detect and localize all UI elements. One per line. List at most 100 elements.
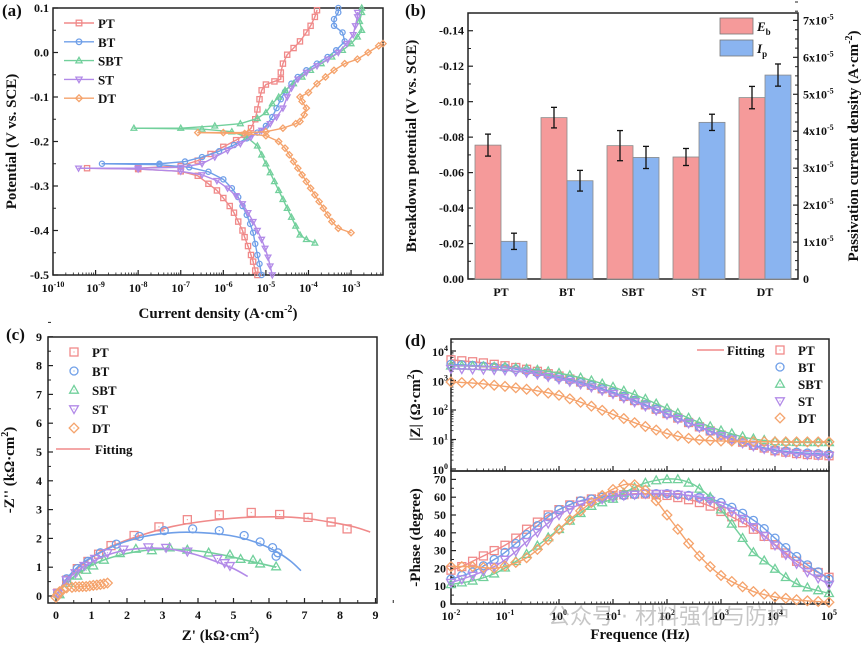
point-z-ST-dot bbox=[817, 454, 819, 456]
point-phase-SBT bbox=[758, 554, 770, 565]
legend: PT BT SBT ST DT bbox=[64, 16, 123, 106]
point-z-ST-dot bbox=[536, 373, 539, 375]
y-top-tick-label-exp: 0 bbox=[444, 462, 448, 471]
point-phase-DT-dot bbox=[655, 500, 657, 502]
legend-label-fitting: Fitting bbox=[727, 343, 765, 358]
point-SBT-dot bbox=[261, 154, 263, 156]
point-z-DT bbox=[747, 435, 760, 448]
y2-tick-label-exp: -5 bbox=[827, 197, 834, 206]
point-PT-dot bbox=[207, 183, 210, 185]
y2-tick-label: 6x10-5 bbox=[803, 49, 834, 64]
point-phase-DT bbox=[736, 581, 749, 593]
x-tick-label-base: 10 bbox=[86, 281, 98, 295]
point-DT bbox=[295, 117, 305, 126]
point-phase-ST bbox=[553, 511, 565, 521]
point-z-SBT-dot bbox=[590, 380, 593, 382]
point-phase-DT-dot bbox=[526, 557, 528, 559]
point-ST bbox=[238, 201, 247, 209]
point-DT-dot bbox=[297, 167, 299, 169]
point-phase-SBT bbox=[596, 496, 608, 507]
point-phase-BT-dot bbox=[817, 571, 819, 573]
point-phase-SBT-dot bbox=[752, 551, 755, 553]
point-DT-dot bbox=[288, 154, 290, 156]
point-z-DT-dot bbox=[806, 441, 809, 443]
point-PT bbox=[241, 233, 248, 241]
y-tick-label: -0.14 bbox=[439, 24, 464, 38]
y-tick-label: -0.02 bbox=[439, 237, 464, 251]
x-tick-label: 10-2 bbox=[442, 608, 461, 623]
point-ST-dot bbox=[354, 25, 356, 27]
point-phase-BT bbox=[532, 521, 543, 531]
point-z-DT bbox=[672, 430, 684, 442]
point-ST-dot bbox=[216, 180, 218, 182]
point-phase-ST-dot bbox=[774, 544, 776, 546]
point-PT bbox=[239, 227, 246, 234]
point-PT-dot bbox=[244, 236, 246, 238]
point-SBT bbox=[254, 557, 266, 568]
point-z-DT bbox=[801, 436, 814, 448]
point-z-SBT bbox=[542, 365, 554, 376]
point-z-DT bbox=[466, 377, 479, 389]
point-phase-SBT bbox=[801, 581, 813, 592]
point-ST-dot bbox=[282, 107, 284, 109]
point-z-DT-dot bbox=[655, 429, 657, 431]
point-phase-ST-dot bbox=[688, 494, 690, 497]
point-phase-DT-dot bbox=[785, 597, 787, 599]
legend-label-BT: BT bbox=[92, 364, 110, 379]
point-phase-ST-dot bbox=[763, 535, 765, 537]
x-tick-label-exp: -5 bbox=[269, 280, 276, 289]
point-phase-DT-dot bbox=[504, 565, 506, 567]
panel-letter: (a) bbox=[2, 1, 22, 20]
series-DT bbox=[445, 376, 835, 608]
point-BT-dot bbox=[258, 263, 261, 265]
point-BT-dot bbox=[158, 164, 161, 166]
point-z-ST bbox=[812, 451, 824, 462]
x-tick-label: 6 bbox=[266, 608, 272, 622]
bar-Ip-PT bbox=[500, 240, 528, 280]
x-tick-label: 5 bbox=[231, 608, 237, 622]
point-BT bbox=[239, 530, 249, 541]
point-DT-dot bbox=[333, 69, 335, 71]
point-phase-PT-dot bbox=[785, 552, 787, 554]
point-z-DT bbox=[553, 389, 565, 401]
point-PT-dot bbox=[250, 511, 252, 514]
point-SBT bbox=[287, 212, 296, 220]
legend-marker-SBT-dot bbox=[73, 389, 75, 391]
x-tick-label-exp: -6 bbox=[226, 280, 233, 289]
point-z-DT bbox=[758, 436, 770, 448]
point-phase-ST bbox=[726, 507, 738, 518]
point-ST bbox=[70, 569, 82, 579]
point-z-ST-dot bbox=[601, 389, 603, 392]
point-SBT bbox=[270, 560, 282, 571]
point-z-ST-dot bbox=[558, 378, 560, 380]
point-phase-DT-dot bbox=[677, 528, 679, 530]
point-BT bbox=[271, 551, 281, 561]
point-ST-dot bbox=[261, 129, 263, 131]
point-SBT-dot bbox=[92, 565, 94, 567]
point-phase-DT-dot bbox=[666, 514, 668, 516]
point-phase-SBT-dot bbox=[817, 589, 819, 592]
point-SBT-dot bbox=[314, 242, 316, 244]
point-SBT-dot bbox=[290, 216, 293, 218]
point-DT bbox=[340, 59, 349, 68]
point-ST bbox=[268, 272, 277, 280]
legend-marker-ST bbox=[774, 397, 786, 407]
point-z-DT bbox=[704, 434, 716, 447]
point-BT bbox=[256, 260, 263, 268]
point-phase-SBT bbox=[693, 482, 705, 493]
point-PT bbox=[303, 29, 310, 36]
point-z-DT-dot bbox=[580, 401, 582, 403]
point-SBT bbox=[210, 121, 219, 129]
point-PT bbox=[214, 510, 224, 520]
point-phase-ST bbox=[445, 578, 457, 589]
y-tick-label: 0.1 bbox=[34, 1, 49, 15]
point-ST-dot bbox=[201, 174, 203, 176]
point-DT-dot bbox=[106, 582, 109, 584]
point-phase-DT bbox=[769, 591, 781, 603]
y-tick-label: 7 bbox=[36, 387, 42, 401]
legend-label-PT: PT bbox=[92, 345, 109, 360]
point-phase-SBT-dot bbox=[774, 568, 776, 570]
point-SBT-dot bbox=[361, 11, 363, 14]
point-phase-DT bbox=[704, 560, 716, 573]
point-ST bbox=[236, 140, 245, 149]
